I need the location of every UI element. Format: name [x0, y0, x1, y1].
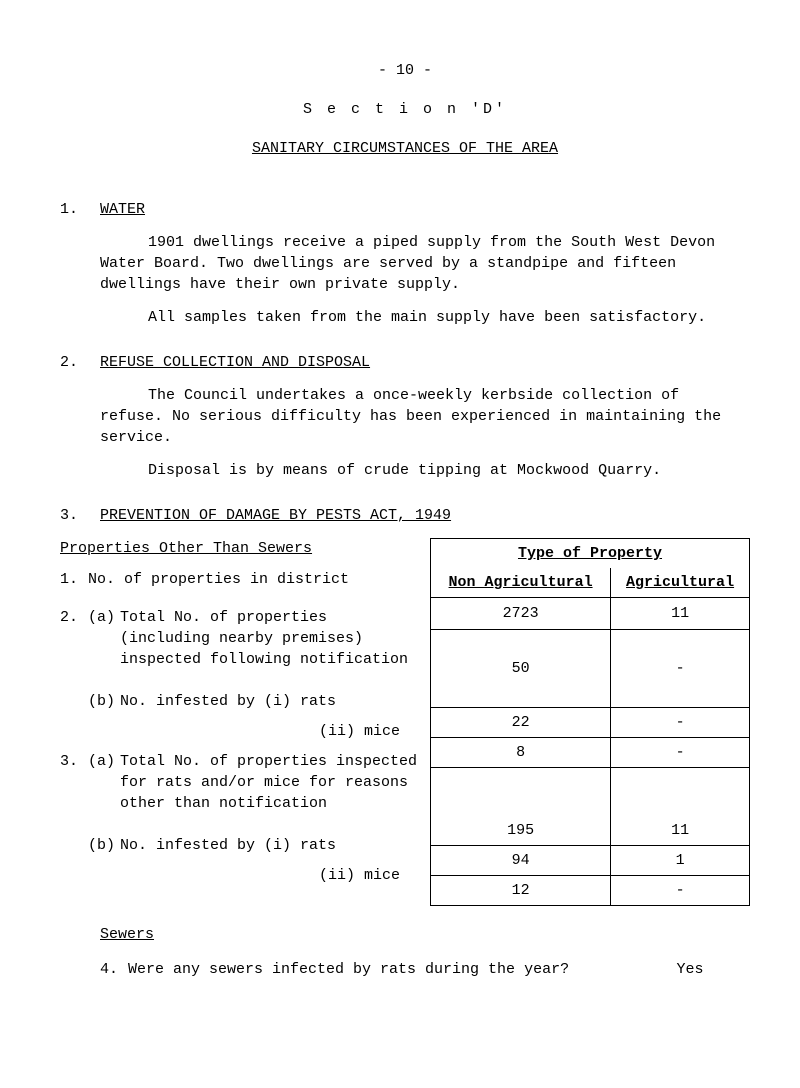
item-sub: (b) [88, 691, 120, 715]
table-row: 272311 [431, 598, 750, 630]
heading-title: WATER [100, 199, 145, 220]
table-cell: 195 [431, 768, 611, 846]
table-cell: - [611, 876, 750, 906]
item-text: No. infested by (i) rats [120, 691, 420, 715]
table-cell: 11 [611, 598, 750, 630]
table-cell: 1 [611, 846, 750, 876]
item-num: 1. [60, 569, 88, 601]
table-cell: - [611, 708, 750, 738]
item-text: Total No. of properties (including nearb… [120, 607, 420, 685]
table-row: 22- [431, 708, 750, 738]
table-cell: 94 [431, 846, 611, 876]
paragraph: All samples taken from the main supply h… [100, 307, 750, 328]
table-cell: 11 [611, 768, 750, 846]
list-item: 2. (a) Total No. of properties (includin… [60, 607, 420, 685]
table-cell: 22 [431, 708, 611, 738]
list-item: (b) No. infested by (i) rats [60, 835, 420, 859]
heading-num: 3. [60, 505, 100, 526]
heading-title: REFUSE COLLECTION AND DISPOSAL [100, 352, 370, 373]
table-cell: - [611, 738, 750, 768]
table-row: 941 [431, 846, 750, 876]
table-header-row: Type of Property [431, 539, 750, 569]
table-header-top-text: Type of Property [518, 545, 662, 562]
paragraph: The Council undertakes a once-weekly ker… [100, 385, 750, 448]
question-answer: Yes [630, 959, 750, 980]
item-num [60, 835, 88, 859]
heading-title: PREVENTION OF DAMAGE BY PESTS ACT, 1949 [100, 505, 451, 526]
item-sub: (a) [88, 751, 120, 829]
item-text: (ii) mice [60, 865, 420, 889]
table-row: 19511 [431, 768, 750, 846]
table-header-top: Type of Property [431, 539, 750, 569]
item-text: Total No. of properties inspected for ra… [120, 751, 420, 829]
table-cell: - [611, 630, 750, 708]
table-col2-header: Agricultural [611, 568, 750, 598]
table-header-row: Non Agricultural Agricultural [431, 568, 750, 598]
properties-table: Type of Property Non Agricultural Agricu… [430, 538, 750, 906]
table-col1-header: Non Agricultural [431, 568, 611, 598]
item-sub: (a) [88, 607, 120, 685]
heading-prevention: 3. PREVENTION OF DAMAGE BY PESTS ACT, 19… [60, 505, 750, 526]
table-cell: 8 [431, 738, 611, 768]
item-num: 3. [60, 751, 88, 829]
table-row: 12- [431, 876, 750, 906]
table-cell: 2723 [431, 598, 611, 630]
table-cell: 50 [431, 630, 611, 708]
sewers-heading: Sewers [100, 924, 750, 945]
heading-num: 2. [60, 352, 100, 373]
list-item: 3. (a) Total No. of properties inspected… [60, 751, 420, 829]
item-text: No. infested by (i) rats [120, 835, 420, 859]
table-cell: 12 [431, 876, 611, 906]
table-row: 8- [431, 738, 750, 768]
page-number: - 10 - [60, 60, 750, 81]
item-sub: (b) [88, 835, 120, 859]
item-text: No. of properties in district [88, 569, 420, 601]
question-text: Were any sewers infected by rats during … [128, 959, 630, 980]
item-num [60, 691, 88, 715]
list-item: (ii) mice [60, 721, 420, 745]
item-text: (ii) mice [60, 721, 420, 745]
question-num: 4. [100, 959, 128, 980]
question-row: 4. Were any sewers infected by rats duri… [100, 959, 750, 980]
list-item: 1. No. of properties in district [60, 569, 420, 601]
list-item: (ii) mice [60, 865, 420, 889]
table-body: 27231150-22-8-1951194112- [431, 598, 750, 906]
section-label: S e c t i o n 'D' [60, 99, 750, 120]
paragraph: 1901 dwellings receive a piped supply fr… [100, 232, 750, 295]
heading-num: 1. [60, 199, 100, 220]
paragraph: Disposal is by means of crude tipping at… [100, 460, 750, 481]
item-num: 2. [60, 607, 88, 685]
properties-heading: Properties Other Than Sewers [60, 538, 420, 559]
properties-table-wrap: Type of Property Non Agricultural Agricu… [430, 538, 750, 906]
section-title: SANITARY CIRCUMSTANCES OF THE AREA [60, 138, 750, 159]
list-item: (b) No. infested by (i) rats [60, 691, 420, 715]
heading-refuse: 2. REFUSE COLLECTION AND DISPOSAL [60, 352, 750, 373]
properties-layout: Properties Other Than Sewers 1. No. of p… [60, 538, 750, 906]
table-row: 50- [431, 630, 750, 708]
heading-water: 1. WATER [60, 199, 750, 220]
properties-descriptions: Properties Other Than Sewers 1. No. of p… [60, 538, 430, 906]
